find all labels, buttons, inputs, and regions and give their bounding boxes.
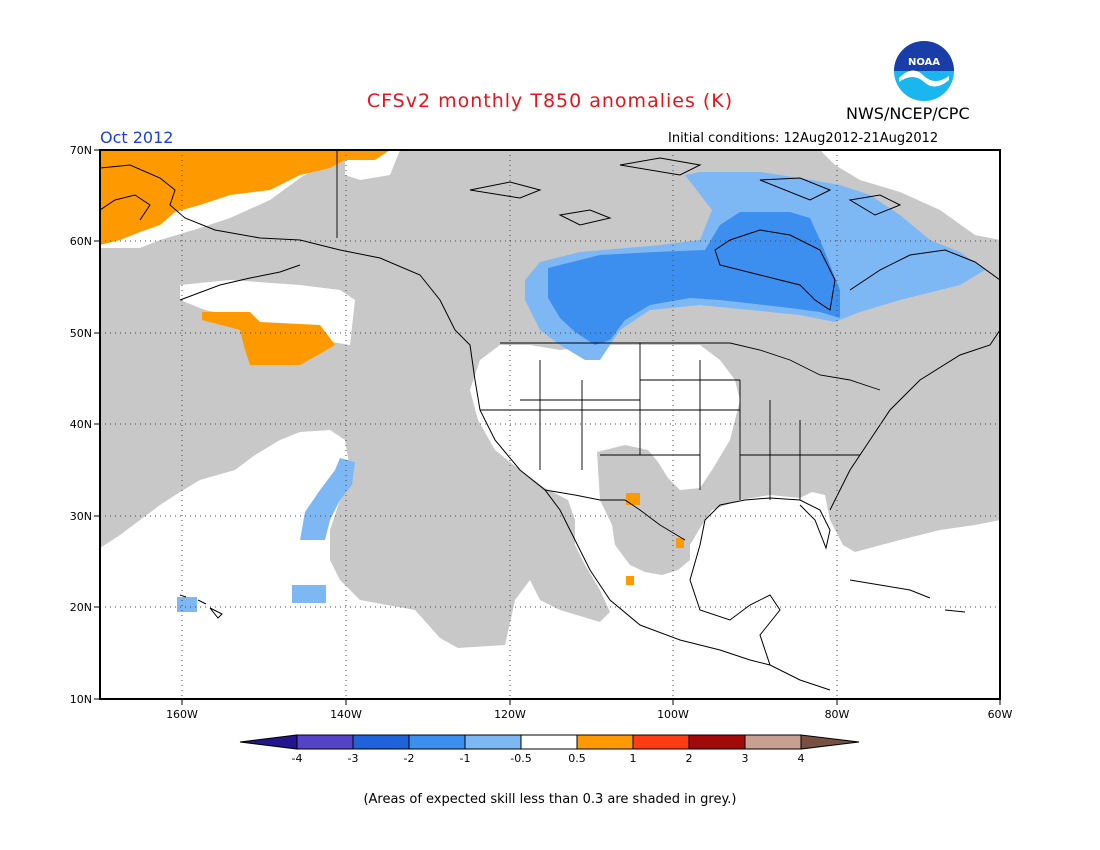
lat-label: 10N <box>70 693 92 706</box>
colorbar-label: 1 <box>630 752 637 765</box>
colorbar-label: -4 <box>292 752 303 765</box>
orange-anomaly-gulf-of-alaska <box>202 312 335 365</box>
logo-text: NOAA <box>908 57 940 68</box>
colorbar-label: -3 <box>348 752 359 765</box>
colorbar-labels: -4 -3 -2 -1 -0.5 0.5 1 2 3 4 <box>292 752 805 765</box>
lon-label: 100W <box>657 708 689 721</box>
colorbar-label: 0.5 <box>568 752 586 765</box>
colorbar-swatch <box>352 734 410 750</box>
lon-label: 60W <box>988 708 1013 721</box>
orange-anomaly-siberia <box>100 150 390 245</box>
anomaly-shading <box>100 150 1000 648</box>
colorbar-swatch <box>464 734 522 750</box>
lat-label: 50N <box>70 327 92 340</box>
axis-ticks <box>94 149 1001 705</box>
colorbar-arrow-low <box>239 734 298 750</box>
colorbar-label: -1 <box>460 752 471 765</box>
colorbar-swatch <box>576 734 634 750</box>
lon-label: 120W <box>494 708 526 721</box>
lat-label: 20N <box>70 601 92 614</box>
lon-label: 160W <box>166 708 198 721</box>
colorbar-label: 3 <box>742 752 749 765</box>
mid-blue-anomaly-canada <box>548 212 840 345</box>
lat-label: 40N <box>70 418 92 431</box>
lat-label: 70N <box>70 144 92 157</box>
initial-conditions: Initial conditions: 12Aug2012-21Aug2012 <box>668 131 939 146</box>
colorbar-swatch <box>632 734 690 750</box>
colorbar-swatch <box>744 734 802 750</box>
colorbar-swatch <box>688 734 746 750</box>
coastlines <box>100 157 1000 691</box>
colorbar-swatch <box>408 734 466 750</box>
colorbar-swatch <box>296 734 354 750</box>
lat-label: 60N <box>70 235 92 248</box>
lon-label: 80W <box>825 708 850 721</box>
longitude-labels: 160W 140W 120W 100W 80W 60W <box>166 708 1012 721</box>
noaa-logo: NOAA <box>894 41 954 101</box>
political-borders <box>336 150 881 541</box>
colorbar-label: -2 <box>404 752 415 765</box>
colorbar-swatch <box>520 734 578 750</box>
lon-label: 140W <box>330 708 362 721</box>
colorbar-label: 2 <box>686 752 693 765</box>
colorbar-label: 4 <box>798 752 805 765</box>
organization-label: NWS/NCEP/CPC <box>846 104 970 123</box>
graticule <box>100 150 1000 699</box>
colorbar-label: -0.5 <box>510 752 531 765</box>
colorbar-arrow-high <box>800 734 860 750</box>
map-title: CFSv2 monthly T850 anomalies (K) <box>366 90 734 112</box>
lat-label: 30N <box>70 510 92 523</box>
colorbar <box>239 734 860 750</box>
latitude-labels: 70N 60N 50N 40N 30N 20N 10N <box>70 144 92 706</box>
light-blue-anomaly-subtropical <box>300 458 355 540</box>
forecast-month: Oct 2012 <box>100 128 174 147</box>
footnote: (Areas of expected skill less than 0.3 a… <box>363 792 737 807</box>
